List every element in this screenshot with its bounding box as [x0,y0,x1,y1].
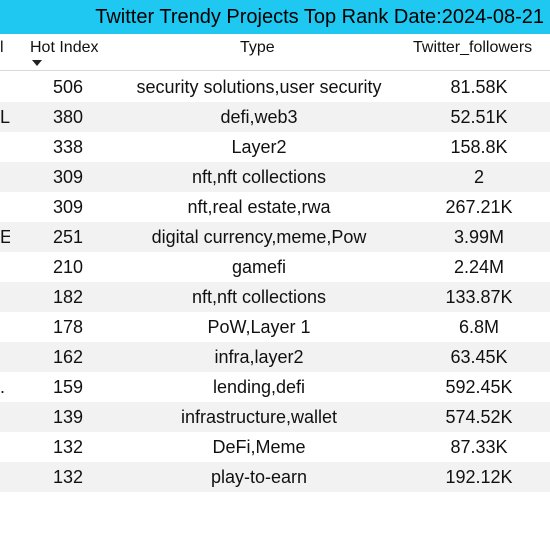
cell-name-fragment [0,462,10,492]
cell-hot-index: 132 [52,437,84,457]
table-row[interactable]: E 251 digital currency,meme,Pow 3.99M [0,222,550,252]
cell-twitter-followers: 6.8M [458,317,500,337]
table-row[interactable]: 182 nft,nft collections 133.87K [0,282,550,312]
cell-name-fragment [0,402,10,432]
cell-name-fragment [0,282,10,312]
table-row[interactable]: 132 play-to-earn 192.12K [0,462,550,492]
cell-hot-index: 139 [52,407,84,427]
cell-twitter-followers: 192.12K [445,467,513,487]
table-header: l Hot Index Type Twitter_followers [0,34,550,71]
table-row[interactable]: 309 nft,real estate,rwa 267.21K [0,192,550,222]
table-row[interactable]: 210 gamefi 2.24M [0,252,550,282]
cell-type: lending,defi [212,377,306,397]
cell-type: nft,nft collections [191,287,327,307]
cell-twitter-followers: 133.87K [445,287,513,307]
cell-name-fragment [0,432,10,462]
header-hot-index[interactable]: Hot Index [30,39,99,56]
cell-hot-index: 210 [52,257,84,277]
header-name-fragment[interactable]: l [0,39,4,56]
cell-type: digital currency,meme,Pow [151,227,367,247]
cell-hot-index: 309 [52,167,84,187]
cell-twitter-followers: 63.45K [450,347,508,367]
table-row[interactable]: 309 nft,nft collections 2 [0,162,550,192]
cell-twitter-followers: 2 [473,167,484,187]
cell-name-fragment: L [0,107,10,127]
cell-type: defi,web3 [220,107,298,127]
table-title: Twitter Trendy Projects Top Rank Date:20… [95,6,544,28]
cell-name-fragment: E [0,227,10,247]
cell-type: DeFi,Meme [212,437,306,457]
cell-twitter-followers: 158.8K [450,137,508,157]
cell-hot-index: 182 [52,287,84,307]
cell-twitter-followers: 87.33K [450,437,508,457]
cell-hot-index: 251 [52,227,84,247]
cell-name-fragment [0,312,10,342]
table-row[interactable]: 139 infrastructure,wallet 574.52K [0,402,550,432]
table-row[interactable]: 178 PoW,Layer 1 6.8M [0,312,550,342]
cell-hot-index: 132 [52,467,84,487]
cell-type: PoW,Layer 1 [207,317,311,337]
cell-name-fragment [0,192,10,222]
cell-type: infra,layer2 [214,347,304,367]
cell-type: security solutions,user security [136,77,382,97]
cell-hot-index: 506 [52,77,84,97]
table-row[interactable]: L 380 defi,web3 52.51K [0,102,550,132]
cell-twitter-followers: 267.21K [445,197,513,217]
cell-hot-index: 309 [52,197,84,217]
cell-type: nft,real estate,rwa [187,197,331,217]
cell-hot-index: 338 [52,137,84,157]
table-row[interactable]: 162 infra,layer2 63.45K [0,342,550,372]
title-bar: Twitter Trendy Projects Top Rank Date:20… [0,0,550,34]
header-twitter-followers[interactable]: Twitter_followers [413,39,533,56]
cell-twitter-followers: 52.51K [450,107,508,127]
header-type[interactable]: Type [240,39,275,56]
cell-type: play-to-earn [210,467,308,487]
table-row[interactable]: 132 DeFi,Meme 87.33K [0,432,550,462]
cell-name-fragment [0,252,10,282]
cell-twitter-followers: 2.24M [453,257,505,277]
cell-name-fragment [0,72,10,102]
cell-hot-index: 380 [52,107,84,127]
cell-type: Layer2 [231,137,287,157]
table-body: 506 security solutions,user security 81.58… [0,72,550,492]
cell-twitter-followers: 81.58K [450,77,508,97]
cell-name-fragment [0,162,10,192]
cell-name-fragment: . [0,377,6,397]
cell-type: nft,nft collections [191,167,327,187]
cell-twitter-followers: 574.52K [445,407,513,427]
cell-twitter-followers: 3.99M [453,227,505,247]
cell-hot-index: 178 [52,317,84,337]
table-row[interactable]: 506 security solutions,user security 81.58… [0,72,550,102]
table-row[interactable]: 338 Layer2 158.8K [0,132,550,162]
cell-twitter-followers: 592.45K [445,377,513,397]
cell-name-fragment [0,342,10,372]
cell-type: infrastructure,wallet [180,407,338,427]
sort-desc-icon[interactable] [32,60,42,66]
table-row[interactable]: . 159 lending,defi 592.45K [0,372,550,402]
cell-name-fragment [0,132,10,162]
cell-hot-index: 162 [52,347,84,367]
cell-type: gamefi [231,257,287,277]
cell-hot-index: 159 [52,377,84,397]
